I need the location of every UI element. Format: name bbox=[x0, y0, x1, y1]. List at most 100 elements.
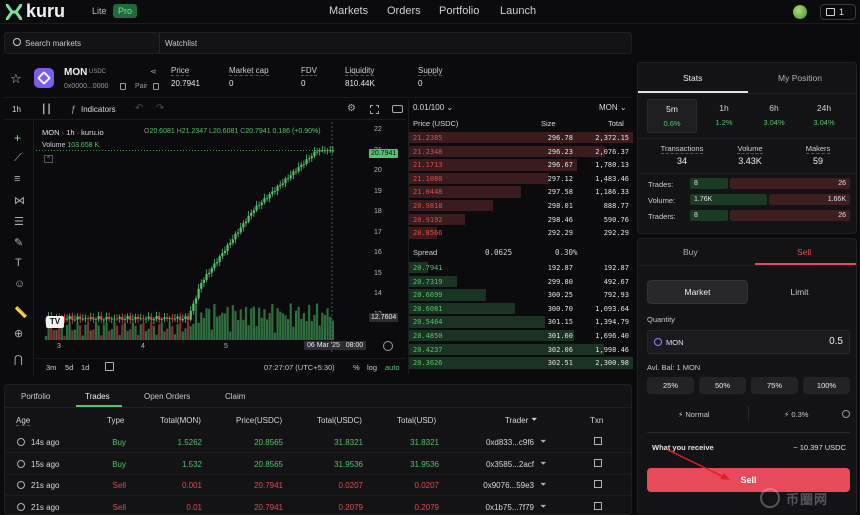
ask-row[interactable]: 21.0448 297.58 1,186.33 bbox=[409, 186, 633, 198]
indicators-icon[interactable]: ƒ bbox=[71, 104, 77, 114]
table-row[interactable]: 14s ago Buy 1.5262 20.8565 31.8321 31.8321 0xd… bbox=[5, 433, 631, 453]
search-input[interactable]: Search markets bbox=[25, 39, 82, 48]
ask-row[interactable]: 21.2385 296.78 2,372.15 bbox=[409, 132, 633, 144]
pattern-icon[interactable]: ⋈ bbox=[14, 195, 25, 207]
trader-filter-icon[interactable]: ⏷ bbox=[531, 415, 538, 424]
kuru-logo-icon[interactable] bbox=[6, 4, 22, 20]
text-icon[interactable]: T bbox=[15, 257, 22, 269]
tradingview-logo-icon[interactable]: TV bbox=[46, 316, 64, 328]
filter-trader-icon[interactable]: ⏷ bbox=[540, 437, 547, 446]
zoom-icon[interactable]: ⊕ bbox=[14, 328, 24, 340]
tick-size-select[interactable]: 0.01/100 ⌄ bbox=[413, 103, 454, 112]
brand-name[interactable]: kuru bbox=[26, 1, 66, 21]
settings-icon[interactable]: ⚙ bbox=[347, 103, 356, 114]
orderbook-asset-select[interactable]: MON ⌄ bbox=[599, 103, 627, 112]
magnet-icon[interactable]: ⋂ bbox=[14, 354, 24, 366]
nav-orders[interactable]: Orders bbox=[387, 5, 421, 17]
external-link-icon[interactable] bbox=[594, 437, 602, 445]
nav-launch[interactable]: Launch bbox=[500, 5, 537, 17]
table-row[interactable]: 15s ago Buy 1.532 20.8565 31.9536 31.9536 0x35… bbox=[5, 455, 631, 475]
ask-row[interactable]: 21.1080 297.12 1,483.46 bbox=[409, 172, 633, 185]
quantity-input[interactable]: MON 0.5 bbox=[647, 330, 850, 354]
chart-clock[interactable]: 07:27:07 (UTC+5:30) bbox=[264, 363, 335, 372]
preset-75[interactable]: 75% bbox=[751, 377, 798, 394]
bid-row[interactable]: 20.6081 300.70 1,093.64 bbox=[409, 302, 633, 315]
table-row[interactable]: 21s ago Sell 0.01 20.7941 0.2079 0.2079 0x1b75… bbox=[5, 498, 631, 515]
cell-trader[interactable]: 0x1b75...7f79 bbox=[485, 502, 534, 512]
copy-icon[interactable] bbox=[120, 83, 126, 90]
mode-selector[interactable]: ⚡ Normal bbox=[678, 410, 710, 419]
sell-submit-button[interactable]: Sell bbox=[647, 468, 850, 492]
filter-trader-icon[interactable]: ⏷ bbox=[540, 458, 547, 468]
emoji-icon[interactable]: ☺ bbox=[14, 278, 26, 290]
collapse-legend-icon[interactable]: ^ bbox=[44, 155, 53, 163]
nav-portfolio[interactable]: Portfolio bbox=[439, 5, 480, 17]
indicators-button[interactable]: Indicators bbox=[81, 105, 116, 114]
avatar[interactable] bbox=[793, 5, 807, 19]
ask-row[interactable]: 21.2348 296.23 2,076.37 bbox=[409, 145, 633, 158]
range-5d[interactable]: 5d bbox=[65, 363, 74, 372]
pair-copy-icon[interactable] bbox=[153, 83, 159, 90]
quantity-value[interactable]: 0.5 bbox=[829, 336, 843, 347]
preset-50[interactable]: 50% bbox=[699, 377, 746, 394]
bid-row[interactable]: 20.7319 299.80 492.67 bbox=[409, 275, 633, 288]
external-link-icon[interactable] bbox=[594, 480, 602, 488]
table-row[interactable]: 21s ago Sell 0.001 20.7941 0.0207 0.0207 0x907… bbox=[5, 476, 631, 496]
bid-row[interactable]: 20.5464 301.15 1,394.79 bbox=[409, 316, 633, 328]
interval-select[interactable]: 1h bbox=[12, 105, 21, 114]
ask-row[interactable]: 21.1713 296.67 1,780.13 bbox=[409, 159, 633, 171]
preset-25[interactable]: 25% bbox=[647, 377, 694, 394]
redo-icon[interactable]: ↷ bbox=[156, 103, 165, 114]
ask-row[interactable]: 20.9192 298.46 590.76 bbox=[409, 213, 633, 226]
price-chart[interactable]: MON · 1h · kuru.io O20.6081 H21.2347 L20… bbox=[36, 122, 406, 354]
period-24h[interactable]: 24h 3.04% bbox=[813, 103, 835, 127]
tab-stats[interactable]: Stats bbox=[683, 73, 703, 83]
bid-row[interactable]: 20.3626 302.51 2,300.98 bbox=[409, 357, 633, 369]
tab-trades[interactable]: Trades bbox=[85, 392, 110, 401]
ask-row[interactable]: 20.9818 298.01 888.77 bbox=[409, 200, 633, 212]
chart-reset-icon[interactable] bbox=[383, 341, 393, 351]
pro-toggle[interactable]: Pro bbox=[113, 4, 138, 18]
fib-icon[interactable]: ☰ bbox=[14, 216, 24, 228]
slippage-selector[interactable]: ⚡ 0.3% bbox=[784, 410, 809, 419]
period-1h[interactable]: 1h 1.2% bbox=[715, 103, 733, 127]
ask-row[interactable]: 20.8566 292.29 292.29 bbox=[409, 227, 633, 239]
external-link-icon[interactable] bbox=[594, 458, 602, 467]
order-type-limit[interactable]: Limit bbox=[790, 287, 809, 297]
cell-trader[interactable]: 0x3585...2acf bbox=[485, 459, 534, 469]
bid-row[interactable]: 20.4237 302.06 1,998.46 bbox=[409, 343, 633, 356]
filter-trader-icon[interactable]: ⏷ bbox=[540, 480, 547, 489]
log-toggle[interactable]: log bbox=[367, 363, 378, 372]
tab-claim[interactable]: Claim bbox=[225, 392, 246, 401]
brush-icon[interactable]: ✎ bbox=[14, 237, 24, 249]
lite-toggle[interactable]: Lite bbox=[92, 6, 107, 16]
undo-icon[interactable]: ↶ bbox=[135, 103, 144, 114]
bid-row[interactable]: 20.4850 301.60 1,696.40 bbox=[409, 330, 633, 342]
tab-my-position[interactable]: My Position bbox=[778, 73, 822, 83]
cell-trader[interactable]: 0xd833...c9f6 bbox=[485, 438, 534, 447]
preset-100[interactable]: 100% bbox=[803, 377, 850, 394]
wallet-button[interactable]: 1 bbox=[820, 4, 856, 20]
side-sell[interactable]: Sell bbox=[797, 247, 812, 257]
bid-row[interactable]: 20.7941 192.87 192.87 bbox=[409, 262, 633, 274]
star-icon[interactable]: ☆ bbox=[10, 71, 22, 86]
nav-markets[interactable]: Markets bbox=[329, 5, 369, 17]
trendline-icon[interactable]: ⟋ bbox=[14, 152, 22, 164]
filter-trader-icon[interactable]: ⏷ bbox=[540, 501, 547, 511]
watchlist-link[interactable]: Watchlist bbox=[165, 39, 198, 48]
bid-row[interactable]: 20.6699 300.25 792.93 bbox=[409, 289, 633, 301]
tab-portfolio[interactable]: Portfolio bbox=[21, 392, 51, 401]
tab-open-orders[interactable]: Open Orders bbox=[144, 392, 191, 401]
period-6h[interactable]: 6h 3.04% bbox=[763, 103, 785, 127]
share-icon[interactable]: ⋖ bbox=[150, 67, 157, 76]
crosshair-icon[interactable]: + bbox=[14, 131, 22, 145]
ruler-icon[interactable]: 📏 bbox=[14, 307, 28, 319]
cell-trader[interactable]: 0x9076...59e3 bbox=[483, 481, 534, 490]
external-link-icon[interactable] bbox=[594, 501, 602, 510]
range-1d[interactable]: 1d bbox=[81, 363, 90, 372]
side-buy[interactable]: Buy bbox=[683, 247, 698, 257]
range-3m[interactable]: 3m bbox=[46, 363, 57, 372]
fullscreen-icon[interactable] bbox=[370, 105, 379, 114]
calendar-icon[interactable] bbox=[105, 362, 114, 371]
order-type-market[interactable]: Market bbox=[647, 280, 748, 304]
